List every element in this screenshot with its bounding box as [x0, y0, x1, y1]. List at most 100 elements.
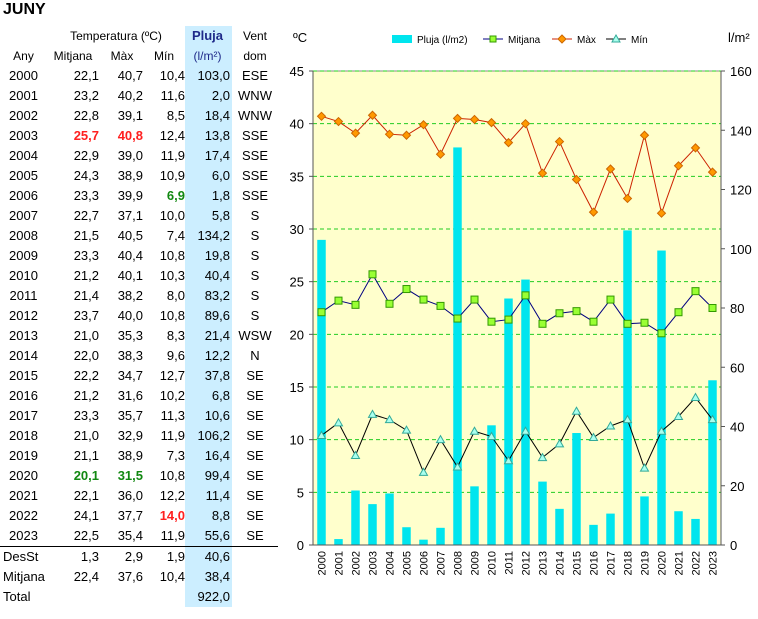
wind-cell: S [250, 248, 260, 263]
pluja-cell: 6,8 [185, 386, 232, 406]
x-tick-label: 2014 [555, 551, 567, 575]
mitjana-point [317, 308, 326, 317]
year-cell: 2004 [9, 148, 38, 163]
mitjana-cell: 21,1 [73, 448, 99, 463]
year-cell: 2007 [9, 208, 38, 223]
max-point [350, 128, 361, 138]
legend-marker-mitjana [489, 35, 497, 43]
pluja-cell: 103,0 [185, 66, 232, 86]
max-cell: 35,4 [117, 528, 143, 543]
max-cell: 39,0 [117, 148, 143, 163]
left-tick-label: 10 [290, 433, 304, 448]
min-cell: 10,9 [159, 168, 185, 183]
pluja-cell: 18,4 [185, 106, 232, 126]
year-cell: 2021 [9, 488, 38, 503]
max-point [367, 110, 378, 120]
mitjana-point [623, 319, 632, 328]
min-point [418, 467, 429, 476]
max-cell: 32,9 [117, 428, 143, 443]
wind-cell: SE [246, 428, 264, 443]
table-row: 2019 21,1 38,9 7,3 16,4 SE [0, 446, 278, 466]
min-point [435, 434, 446, 444]
max-cell: 31,6 [117, 388, 143, 403]
temperature-group-header: Temperatura (ºC) [70, 29, 162, 43]
mitjana-point [657, 329, 666, 338]
max-point [435, 149, 446, 159]
mitjana-cell: 21,2 [73, 268, 99, 283]
summary-row: Mitjana 22,4 37,6 10,4 38,4 [0, 567, 278, 587]
pluja-bar [453, 147, 462, 545]
series-line-Màx [321, 114, 713, 216]
pluja-bar [351, 490, 360, 545]
mitjana-point [453, 314, 462, 323]
wind-cell: SSE [241, 188, 268, 203]
x-tick-label: 2001 [334, 551, 346, 575]
min-cell: 11,9 [160, 428, 185, 443]
pluja-cell: 2,0 [185, 86, 232, 106]
pluja-cell: 89,6 [185, 306, 232, 326]
pluja-cell: 16,4 [185, 446, 232, 466]
max-point [452, 113, 463, 124]
mitjana-point [572, 307, 581, 316]
wind-cell: S [250, 288, 260, 303]
summary-empty [232, 546, 278, 567]
pluja-bar [674, 511, 683, 545]
pluja-cell: 134,2 [185, 226, 232, 246]
legend-swatch-pluja [392, 35, 412, 43]
wind-cell: ESE [241, 68, 268, 83]
summary-min: 10,4 [159, 569, 185, 584]
legend-label: Mitjana [508, 35, 541, 46]
wind-cell: S [250, 208, 260, 223]
year-cell: 2010 [9, 268, 38, 283]
min-cell: 10,0 [159, 208, 185, 223]
year-cell: 2012 [9, 308, 38, 323]
pluja-cell: 8,8 [185, 506, 232, 526]
min-point [350, 450, 361, 459]
pluja-unit-header: (l/m²) [185, 46, 232, 66]
year-cell: 2005 [9, 168, 38, 183]
x-tick-label: 2020 [657, 551, 669, 575]
left-tick-label: 20 [290, 327, 304, 342]
summary-mitjana: 1,3 [47, 546, 101, 567]
mitjana-point [555, 309, 564, 318]
max-point [469, 114, 480, 125]
x-tick-label: 2005 [402, 551, 414, 575]
min-point [707, 414, 718, 424]
max-cell: 37,7 [117, 508, 143, 523]
pluja-header: Pluja [185, 26, 232, 46]
summary-pluja: 38,4 [185, 567, 232, 587]
mitjana-point [521, 291, 530, 300]
x-tick-label: 2008 [453, 551, 465, 575]
min-cell: 11,9 [160, 528, 185, 543]
min-header: Mín [153, 49, 174, 63]
mitjana-cell: 21,5 [73, 228, 99, 243]
mitjana-cell: 22,0 [73, 348, 99, 363]
max-point [384, 129, 395, 139]
year-cell: 2009 [9, 248, 38, 263]
pluja-cell: 10,6 [185, 406, 232, 426]
pluja-bar [657, 250, 666, 545]
min-cell: 10,8 [159, 248, 185, 263]
mitjana-point [589, 317, 598, 326]
max-point [520, 118, 531, 129]
x-tick-label: 2003 [368, 551, 380, 575]
summary-label: Total [3, 589, 31, 604]
wind-cell: SE [246, 508, 264, 523]
mitjana-point [606, 295, 615, 304]
wind-cell: S [250, 308, 260, 323]
summary-min: 1,9 [143, 546, 185, 567]
year-cell: 2001 [9, 88, 38, 103]
mitjana-point [368, 270, 377, 279]
right-unit-label: l/m² [728, 30, 750, 45]
right-tick-label: 160 [730, 64, 752, 79]
min-point [537, 452, 548, 462]
x-tick-label: 2017 [606, 551, 618, 575]
year-cell: 2023 [9, 528, 38, 543]
table-row: 2002 22,8 39,1 8,5 18,4 WNW [0, 106, 278, 126]
pluja-bar [487, 425, 496, 545]
x-tick-label: 2018 [623, 551, 635, 575]
min-point [469, 426, 480, 435]
year-cell: 2003 [9, 128, 38, 143]
max-cell: 39,1 [117, 108, 143, 123]
